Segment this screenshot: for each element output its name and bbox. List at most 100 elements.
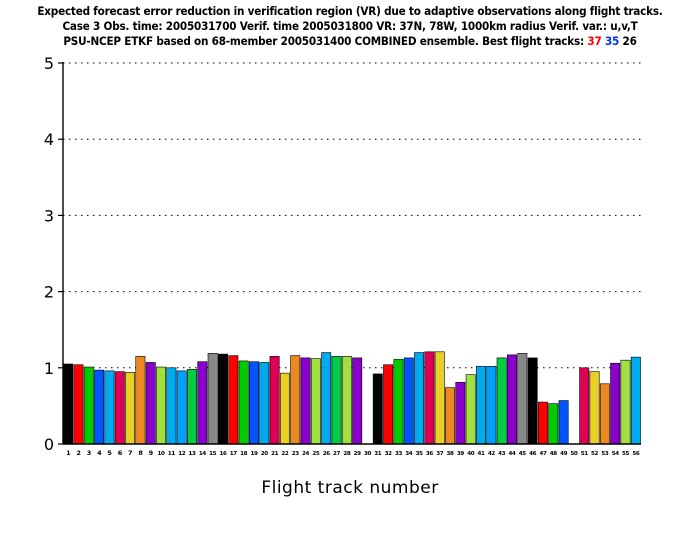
- x-tick-label-16: 16: [219, 451, 226, 457]
- x-tick-label-13: 13: [189, 451, 196, 457]
- x-tick-label-42: 42: [488, 451, 495, 457]
- x-tick-label-11: 11: [168, 451, 175, 457]
- bar-track-25: [310, 358, 321, 445]
- bar-track-22: [279, 372, 290, 445]
- bar-track-43: [496, 357, 507, 445]
- y-tick-label-0: 0: [44, 435, 54, 454]
- x-tick-label-15: 15: [209, 451, 216, 457]
- x-tick-label-17: 17: [230, 451, 237, 457]
- x-tick-label-14: 14: [199, 451, 206, 457]
- bar-track-38: [445, 387, 456, 445]
- x-tick-label-33: 33: [395, 451, 402, 457]
- x-tick-label-48: 48: [550, 451, 557, 457]
- x-tick-label-56: 56: [632, 451, 639, 457]
- bar-track-33: [393, 359, 404, 445]
- bar-track-20: [259, 362, 270, 445]
- x-tick-label-21: 21: [271, 451, 278, 457]
- x-tick-label-31: 31: [374, 451, 381, 457]
- bar-track-29: [352, 357, 363, 445]
- bar-track-2: [73, 364, 84, 445]
- x-tick-label-20: 20: [261, 451, 268, 457]
- x-tick-label-18: 18: [240, 451, 247, 457]
- best-track-1: 37: [587, 34, 602, 48]
- bar-track-54: [610, 362, 621, 445]
- bar-track-17: [228, 355, 239, 445]
- x-tick-label-34: 34: [405, 451, 412, 457]
- x-tick-label-40: 40: [467, 451, 474, 457]
- x-tick-label-32: 32: [385, 451, 392, 457]
- x-tick-label-43: 43: [498, 451, 505, 457]
- x-tick-label-53: 53: [601, 451, 608, 457]
- chart-title-line-1: Expected forecast error reduction in ver…: [37, 4, 663, 18]
- bar-track-53: [599, 383, 610, 445]
- y-tick-label-1: 1: [44, 359, 54, 378]
- bar-track-28: [341, 356, 352, 445]
- bar-track-27: [331, 356, 342, 445]
- bar-track-48: [548, 403, 559, 445]
- bar-track-31: [372, 373, 383, 445]
- x-tick-label-5: 5: [107, 449, 112, 457]
- bar-track-19: [248, 361, 259, 445]
- x-tick-label-22: 22: [281, 451, 288, 457]
- x-tick-label-10: 10: [158, 451, 165, 457]
- x-tick-label-54: 54: [612, 451, 619, 457]
- bar-track-44: [507, 354, 517, 445]
- bar-track-26: [321, 352, 332, 445]
- x-tick-label-47: 47: [539, 451, 546, 457]
- bar-track-55: [620, 359, 631, 445]
- bar-track-10: [156, 366, 167, 445]
- x-tick-label-35: 35: [416, 451, 423, 457]
- bar-track-18: [238, 360, 249, 445]
- bar-track-34: [403, 357, 414, 445]
- bar-track-45: [517, 353, 528, 445]
- bar-track-32: [383, 364, 394, 445]
- bar-track-9: [145, 362, 156, 445]
- y-tick-label-5: 5: [44, 54, 54, 73]
- bar-track-14: [197, 361, 208, 445]
- y-tick-label-3: 3: [44, 206, 54, 225]
- bar-track-46: [527, 357, 538, 445]
- x-tick-label-7: 7: [128, 449, 132, 457]
- bar-track-40: [465, 374, 476, 445]
- x-tick-label-29: 29: [354, 451, 361, 457]
- chart-title-line-3: PSU-NCEP ETKF based on 68-member 2005031…: [0, 34, 700, 49]
- bar-track-52: [589, 371, 600, 445]
- bar-track-15: [207, 353, 218, 445]
- bar-track-5: [104, 370, 115, 445]
- x-tick-label-26: 26: [323, 451, 330, 457]
- bar-track-39: [455, 381, 466, 445]
- bar-track-51: [579, 367, 590, 445]
- bar-track-47: [537, 401, 548, 445]
- bar-track-11: [166, 367, 177, 445]
- bar-track-49: [558, 400, 569, 445]
- x-tick-label-12: 12: [178, 451, 185, 457]
- chart-title-line-2: Case 3 Obs. time: 2005031700 Verif. time…: [62, 19, 638, 33]
- bar-track-36: [424, 351, 435, 445]
- bar-track-23: [290, 355, 301, 445]
- x-tick-label-24: 24: [302, 451, 309, 457]
- x-tick-label-9: 9: [149, 449, 154, 457]
- x-tick-label-27: 27: [333, 451, 340, 457]
- chart-title-block: Expected forecast error reduction in ver…: [0, 4, 700, 49]
- bar-track-41: [476, 365, 486, 445]
- x-tick-label-2: 2: [76, 449, 80, 457]
- best-track-3: 26: [622, 34, 637, 48]
- bar-track-13: [187, 369, 197, 445]
- x-tick-label-23: 23: [292, 451, 299, 457]
- bar-track-1: [63, 363, 74, 445]
- x-tick-label-8: 8: [138, 449, 143, 457]
- bar-track-12: [176, 370, 187, 445]
- best-tracks-prefix: PSU-NCEP ETKF based on 68-member 2005031…: [63, 34, 584, 48]
- x-tick-label-3: 3: [87, 449, 91, 457]
- x-tick-label-50: 50: [570, 451, 577, 457]
- x-tick-label-36: 36: [426, 451, 433, 457]
- bar-track-21: [269, 356, 280, 445]
- x-tick-label-19: 19: [250, 451, 257, 457]
- bar-track-16: [218, 353, 228, 445]
- x-tick-label-49: 49: [560, 451, 567, 457]
- x-tick-label-44: 44: [508, 451, 515, 457]
- bar-track-6: [114, 371, 125, 445]
- best-track-2: 35: [604, 34, 620, 48]
- x-axis-title: Flight track number: [261, 478, 439, 498]
